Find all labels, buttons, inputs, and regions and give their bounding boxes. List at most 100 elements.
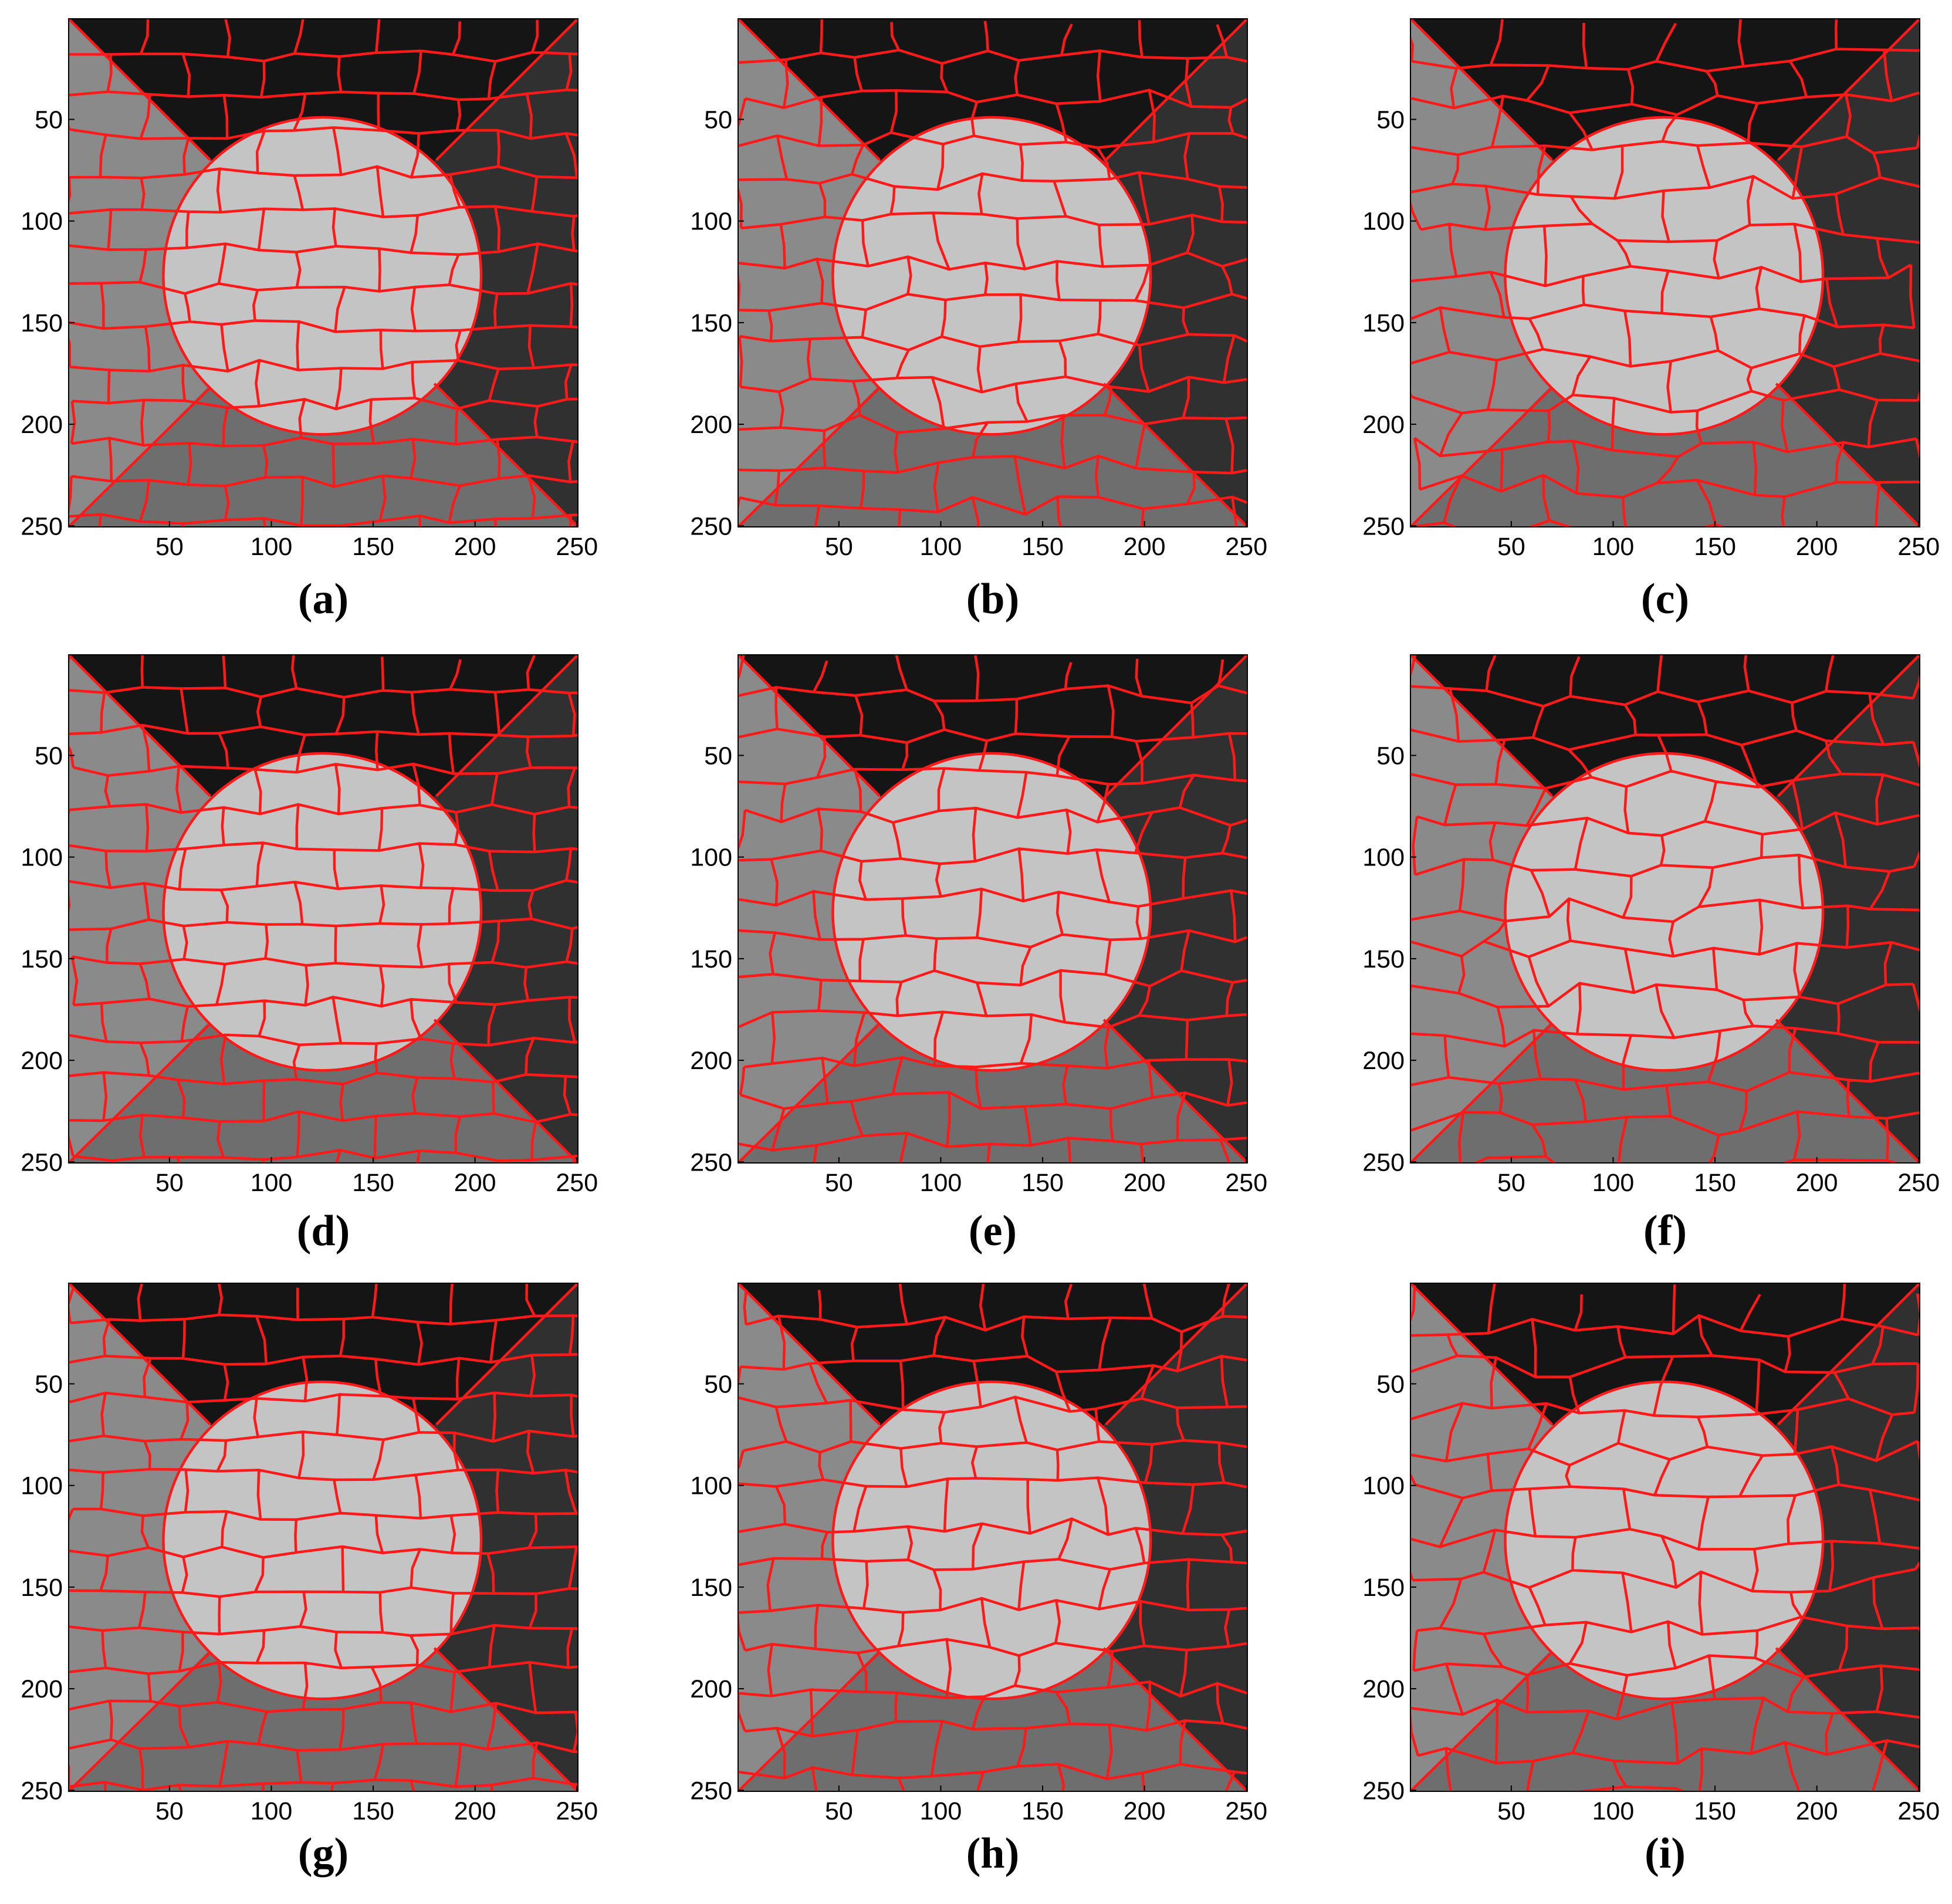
x-tick-label: 200	[1796, 1169, 1838, 1197]
x-tick-label: 100	[1592, 1797, 1635, 1825]
disc-boundary	[1504, 1380, 1825, 1700]
x-tick-label: 250	[556, 533, 598, 561]
x-tick-label: 150	[1021, 533, 1064, 561]
superpixel-boundaries	[738, 19, 1247, 527]
axes-frame	[738, 1283, 1248, 1792]
x-tick-label: 100	[1592, 1169, 1635, 1197]
y-tick-label: 150	[21, 309, 63, 337]
y-tick-label: 150	[21, 945, 63, 973]
x-tick-label: 200	[1796, 533, 1838, 561]
x-tick-label: 250	[1225, 1169, 1267, 1197]
panel-label: (e)	[969, 1207, 1017, 1255]
panel: 50 100 150 200 250 50 100 150 200 250 (i)	[1362, 1283, 1940, 1878]
y-tick-label: 50	[704, 1370, 732, 1398]
x-tick-label: 250	[556, 1797, 598, 1825]
y-tick-label: 150	[690, 309, 732, 337]
x-tick-label: 100	[920, 1797, 962, 1825]
disc-boundary	[162, 1380, 483, 1700]
y-tick-label: 150	[1362, 309, 1405, 337]
axes-frame	[738, 18, 1248, 527]
panel: 50 100 150 200 250 50 100 150 200 250 (a)	[21, 18, 598, 623]
segmentation-image	[738, 19, 1247, 527]
diagonal-boundaries	[69, 655, 578, 1163]
y-tick-label: 150	[1362, 1574, 1405, 1602]
x-tick-label: 250	[556, 1169, 598, 1197]
x-tick-label: 200	[454, 1169, 496, 1197]
panel-label: (i)	[1645, 1829, 1686, 1878]
superpixel-boundaries	[1410, 655, 1920, 1163]
segmentation-image	[738, 655, 1247, 1163]
segmentation-image	[1410, 1283, 1920, 1791]
y-tick-label: 250	[690, 1148, 732, 1176]
segmentation-image	[69, 655, 578, 1163]
y-tick-label: 200	[1362, 411, 1405, 439]
axes-frame	[738, 654, 1248, 1164]
y-tick-label: 50	[1376, 742, 1405, 770]
panel: 50 100 150 200 250 50 100 150 200 250 (h)	[690, 1283, 1267, 1878]
panel-label: (c)	[1641, 575, 1689, 623]
panel: 50 100 150 200 250 50 100 150 200 250 (f)	[1362, 654, 1940, 1255]
x-tick-label: 50	[1497, 1797, 1525, 1825]
panel-label: (a)	[298, 575, 349, 623]
x-tick-label: 200	[454, 1797, 496, 1825]
panel-label: (b)	[966, 575, 1019, 623]
panel: 50 100 150 200 250 50 100 150 200 250 (b)	[690, 18, 1267, 623]
diagonal-boundaries	[69, 19, 578, 527]
y-tick-label: 100	[1362, 208, 1405, 236]
y-tick-label: 250	[690, 512, 732, 540]
disc-boundary	[831, 752, 1152, 1072]
x-tick-label: 200	[1124, 533, 1166, 561]
panel-label: (h)	[966, 1829, 1019, 1878]
x-tick-label: 50	[825, 1797, 853, 1825]
diagonal-boundaries	[738, 19, 1247, 527]
x-tick-label: 200	[1124, 1169, 1166, 1197]
diagonal-boundaries	[1410, 655, 1920, 1163]
x-tick-label: 50	[155, 533, 184, 561]
disc-boundary	[162, 752, 483, 1072]
y-tick-label: 100	[1362, 844, 1405, 872]
y-tick-label: 250	[1362, 1777, 1405, 1805]
x-tick-label: 150	[352, 533, 394, 561]
axes-frame	[68, 18, 579, 527]
panel: 50 100 150 200 250 50 100 150 200 250 (d)	[21, 654, 598, 1255]
x-tick-label: 200	[1796, 1797, 1838, 1825]
x-tick-label: 250	[1225, 533, 1267, 561]
y-tick-label: 100	[690, 208, 732, 236]
x-tick-label: 250	[1897, 533, 1940, 561]
disc-boundary	[162, 116, 483, 436]
y-tick-label: 50	[35, 1370, 63, 1398]
disc-boundary	[831, 116, 1152, 436]
y-tick-label: 50	[1376, 106, 1405, 134]
x-tick-label: 150	[1694, 1169, 1736, 1197]
region-disc	[163, 1382, 482, 1699]
y-tick-label: 50	[35, 106, 63, 134]
superpixel-boundaries	[1410, 1283, 1920, 1791]
axes-frame	[68, 1283, 579, 1792]
x-tick-label: 100	[251, 1797, 293, 1825]
y-tick-label: 100	[21, 208, 63, 236]
axes-frame	[1410, 1283, 1920, 1792]
superpixel-boundaries	[738, 655, 1247, 1163]
y-tick-label: 200	[1362, 1675, 1405, 1703]
x-tick-label: 150	[352, 1797, 394, 1825]
panel-label: (g)	[298, 1829, 349, 1878]
y-tick-label: 200	[21, 411, 63, 439]
y-tick-label: 250	[21, 1777, 63, 1805]
disc-boundary	[1504, 752, 1825, 1072]
y-tick-label: 100	[1362, 1472, 1405, 1500]
y-tick-label: 250	[21, 512, 63, 540]
y-tick-label: 50	[35, 742, 63, 770]
x-tick-label: 100	[920, 1169, 962, 1197]
disc-boundary	[831, 1380, 1152, 1700]
x-tick-label: 50	[155, 1797, 184, 1825]
y-tick-label: 50	[1376, 1370, 1405, 1398]
y-tick-label: 200	[690, 1675, 732, 1703]
superpixel-boundaries	[1410, 19, 1920, 527]
x-tick-label: 50	[155, 1169, 184, 1197]
y-tick-label: 50	[704, 742, 732, 770]
axes-frame	[1410, 18, 1920, 527]
segmentation-image	[69, 19, 578, 527]
y-tick-label: 200	[21, 1047, 63, 1075]
panel-label: (f)	[1643, 1207, 1687, 1255]
